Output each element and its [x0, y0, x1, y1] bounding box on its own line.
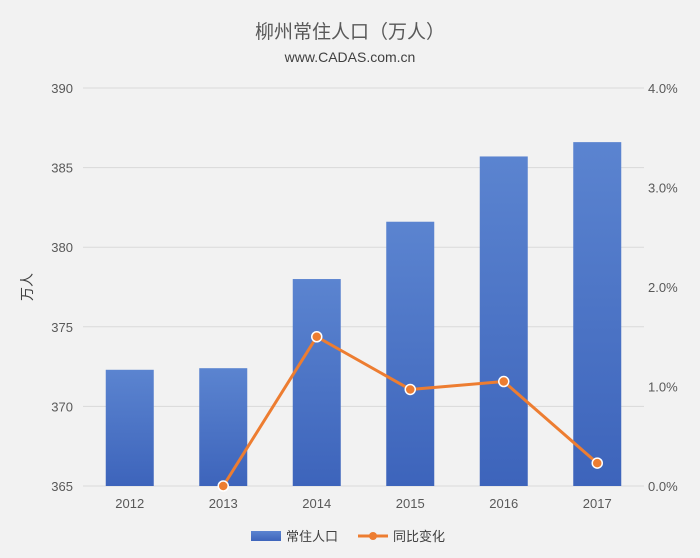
line-series [217, 331, 603, 492]
line-point [217, 480, 229, 492]
x-tick-label: 2015 [396, 496, 425, 511]
bar-series [105, 142, 622, 487]
y-tick-label: 370 [51, 399, 73, 414]
legend: 常住人口 同比变化 [251, 529, 445, 545]
bar [479, 156, 528, 486]
x-tick-label: 2014 [302, 496, 331, 511]
line-point [591, 457, 603, 469]
y-tick-label: 390 [51, 81, 73, 96]
y-tick-label: 375 [51, 320, 73, 335]
line-point [404, 383, 416, 396]
line-point [498, 375, 510, 388]
legend-label-yoy: 同比变化 [393, 529, 445, 545]
bar [199, 368, 248, 486]
x-tick-label: 2017 [583, 496, 612, 511]
y-tick-label: 385 [51, 161, 73, 176]
y2-tick-label: 3.0% [648, 181, 678, 196]
line-point [311, 331, 323, 343]
legend-line-marker [369, 532, 377, 540]
bar [573, 142, 622, 487]
legend-bar-swatch [251, 531, 281, 541]
bar [105, 369, 154, 486]
chart-title: 柳州常住人口（万人） [255, 21, 445, 43]
y2-tick-label: 2.0% [648, 280, 678, 295]
y-tick-label: 365 [51, 479, 73, 494]
y2-tick-label: 0.0% [648, 479, 678, 494]
bar [292, 279, 341, 486]
x-tick-label: 2012 [115, 496, 144, 511]
x-tick-label: 2013 [209, 496, 238, 511]
gridlines [83, 87, 644, 487]
bar [386, 221, 435, 486]
y2-tick-label: 4.0% [648, 81, 678, 96]
chart-subtitle: www.CADAS.com.cn [284, 49, 416, 65]
y-tick-label: 380 [51, 240, 73, 255]
y2-tick-label: 1.0% [648, 380, 678, 395]
axis-ticks: 365 370 375 380 385 390 0.0% 1.0% 2.0% 3.0% 4.0% 20… [51, 81, 678, 511]
legend-label-population: 常住人口 [286, 530, 338, 545]
y-axis-title: 万人 [20, 273, 36, 301]
x-tick-label: 2016 [489, 496, 518, 511]
